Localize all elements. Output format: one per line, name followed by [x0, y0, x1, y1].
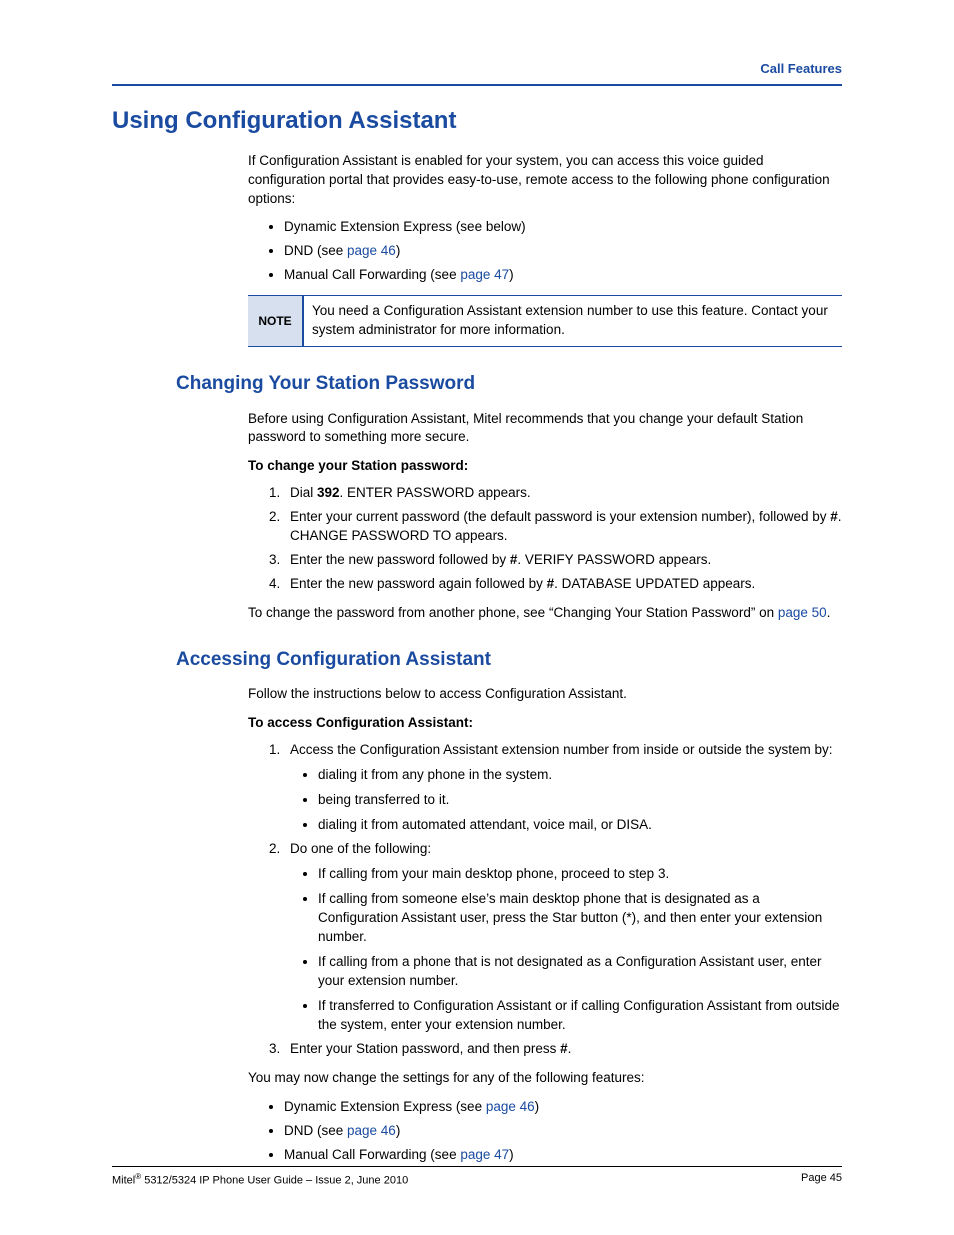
section-1-body: Before using Configuration Assistant, Mi… — [248, 410, 842, 623]
step-item: Dial 392. ENTER PASSWORD appears. — [284, 484, 842, 503]
footer-text: 5312/5324 IP Phone User Guide – Issue 2,… — [141, 1175, 408, 1187]
running-header: Call Features — [112, 60, 842, 78]
step-text: . ENTER PASSWORD appears. — [340, 485, 531, 500]
step-item: Access the Configuration Assistant exten… — [284, 741, 842, 835]
step-item: Enter your Station password, and then pr… — [284, 1040, 842, 1059]
list-item: Dynamic Extension Express (see below) — [284, 218, 842, 237]
note-box: NOTE You need a Configuration Assistant … — [248, 295, 842, 347]
bullet-text: Dynamic Extension Express (see — [284, 1099, 486, 1114]
bullet-text: DND (see — [284, 243, 347, 258]
step-bold: # — [830, 509, 838, 524]
section-intro: Follow the instructions below to access … — [248, 685, 842, 704]
section-after: You may now change the settings for any … — [248, 1069, 842, 1088]
page-link[interactable]: page 47 — [460, 1147, 509, 1162]
feature-bullet-list: Dynamic Extension Express (see page 46) … — [284, 1098, 842, 1165]
step-text: Enter the new password again followed by — [290, 576, 547, 591]
page-link[interactable]: page 50 — [778, 605, 827, 620]
page-link[interactable]: page 46 — [347, 1123, 396, 1138]
bullet-text: ) — [396, 1123, 401, 1138]
section-intro: Before using Configuration Assistant, Mi… — [248, 410, 842, 448]
step-text: . DATABASE UPDATED appears. — [554, 576, 755, 591]
sub-bullets: dialing it from any phone in the system.… — [318, 766, 842, 835]
bullet-text: ) — [509, 267, 514, 282]
sub-item: being transferred to it. — [318, 791, 842, 810]
intro-paragraph: If Configuration Assistant is enabled fo… — [248, 152, 842, 209]
after-text: . — [827, 605, 831, 620]
step-item: Do one of the following: If calling from… — [284, 840, 842, 1034]
step-text: Dial — [290, 485, 317, 500]
step-text: . VERIFY PASSWORD appears. — [517, 552, 711, 567]
intro-block: If Configuration Assistant is enabled fo… — [248, 152, 842, 347]
bullet-text: DND (see — [284, 1123, 347, 1138]
bullet-text: ) — [396, 243, 401, 258]
section-2-body: Follow the instructions below to access … — [248, 685, 842, 1165]
footer-left: Mitel® 5312/5324 IP Phone User Guide – I… — [112, 1171, 408, 1189]
sub-item: If calling from your main desktop phone,… — [318, 865, 842, 884]
section-heading: Changing Your Station Password — [176, 371, 842, 398]
page-link[interactable]: page 46 — [486, 1099, 535, 1114]
bullet-text: Manual Call Forwarding (see — [284, 267, 460, 282]
step-item: Enter the new password again followed by… — [284, 575, 842, 594]
step-bold: # — [560, 1041, 568, 1056]
sub-item: If transferred to Configuration Assistan… — [318, 997, 842, 1035]
section-heading: Accessing Configuration Assistant — [176, 647, 842, 674]
step-item: Enter the new password followed by #. VE… — [284, 551, 842, 570]
procedure-steps: Dial 392. ENTER PASSWORD appears. Enter … — [284, 484, 842, 593]
sub-item: dialing it from automated attendant, voi… — [318, 816, 842, 835]
step-text: Enter your Station password, and then pr… — [290, 1041, 560, 1056]
note-text: You need a Configuration Assistant exten… — [304, 296, 842, 346]
list-item: DND (see page 46) — [284, 1122, 842, 1141]
step-item: Enter your current password (the default… — [284, 508, 842, 546]
list-item: Manual Call Forwarding (see page 47) — [284, 266, 842, 285]
procedure-steps: Access the Configuration Assistant exten… — [284, 741, 842, 1059]
page-footer: Mitel® 5312/5324 IP Phone User Guide – I… — [112, 1166, 842, 1189]
bullet-text: ) — [535, 1099, 540, 1114]
bullet-text: Dynamic Extension Express (see below) — [284, 219, 526, 234]
after-text: To change the password from another phon… — [248, 605, 778, 620]
footer-text: Mitel — [112, 1175, 135, 1187]
page-link[interactable]: page 47 — [460, 267, 509, 282]
section-after: To change the password from another phon… — [248, 604, 842, 623]
sub-bullets: If calling from your main desktop phone,… — [318, 865, 842, 1034]
page-title: Using Configuration Assistant — [112, 104, 842, 138]
intro-bullet-list: Dynamic Extension Express (see below) DN… — [284, 218, 842, 285]
header-rule — [112, 84, 842, 86]
sub-item: dialing it from any phone in the system. — [318, 766, 842, 785]
list-item: Dynamic Extension Express (see page 46) — [284, 1098, 842, 1117]
sub-item: If calling from someone else’s main desk… — [318, 890, 842, 947]
step-text: Enter the new password followed by — [290, 552, 510, 567]
footer-right: Page 45 — [801, 1171, 842, 1189]
page-link[interactable]: page 46 — [347, 243, 396, 258]
sub-item: If calling from a phone that is not desi… — [318, 953, 842, 991]
step-text: . — [568, 1041, 572, 1056]
note-label: NOTE — [248, 296, 304, 346]
step-bold: 392 — [317, 485, 340, 500]
list-item: Manual Call Forwarding (see page 47) — [284, 1146, 842, 1165]
procedure-heading: To access Configuration Assistant: — [248, 714, 842, 733]
bullet-text: ) — [509, 1147, 514, 1162]
bullet-text: Manual Call Forwarding (see — [284, 1147, 460, 1162]
step-text: Access the Configuration Assistant exten… — [290, 742, 833, 757]
procedure-heading: To change your Station password: — [248, 457, 842, 476]
list-item: DND (see page 46) — [284, 242, 842, 261]
step-text: Enter your current password (the default… — [290, 509, 830, 524]
step-text: Do one of the following: — [290, 841, 431, 856]
